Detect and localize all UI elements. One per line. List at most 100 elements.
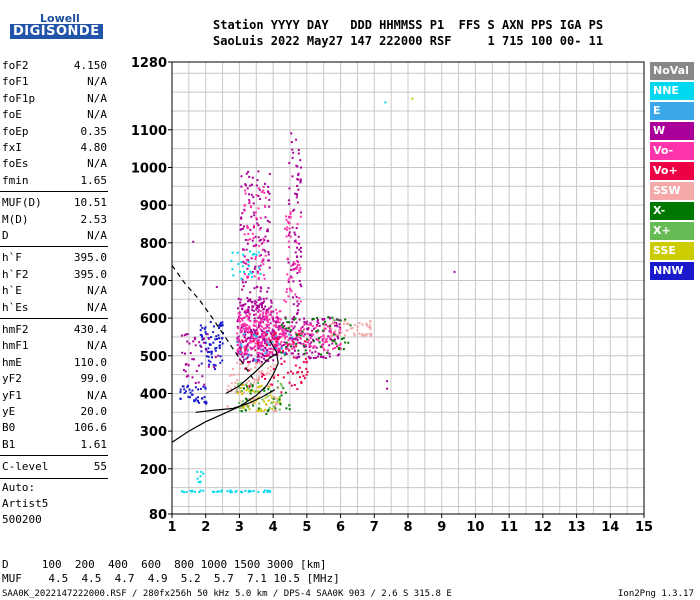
echo-point	[212, 331, 215, 334]
echo-point	[275, 324, 278, 327]
echo-point	[245, 327, 248, 330]
echo-point	[236, 251, 239, 254]
echo-point	[247, 317, 250, 320]
echo-point	[255, 362, 258, 365]
echo-point	[296, 223, 299, 226]
echo-point	[322, 343, 325, 346]
echo-point	[274, 345, 277, 348]
echo-point	[248, 489, 251, 492]
echo-point	[237, 263, 240, 266]
echo-point	[295, 345, 298, 348]
echo-point	[185, 362, 188, 365]
echo-point	[277, 326, 280, 329]
echo-point	[287, 240, 290, 243]
echo-point	[194, 386, 197, 389]
echo-point	[246, 331, 249, 334]
x-tick-label: 15	[635, 520, 653, 535]
echo-point	[289, 216, 292, 219]
echo-point	[264, 305, 267, 308]
echo-point	[265, 349, 268, 352]
echo-point	[268, 307, 271, 310]
echo-point	[264, 408, 267, 411]
echo-point	[267, 311, 270, 314]
echo-point	[236, 332, 239, 335]
echo-point	[320, 353, 323, 356]
echo-point	[210, 352, 213, 355]
echo-point	[277, 328, 280, 331]
echo-point	[257, 324, 260, 327]
echo-point	[201, 326, 204, 329]
echo-point	[260, 349, 263, 352]
echo-point	[303, 333, 306, 336]
param-row: foF1p N/A	[2, 91, 107, 107]
echo-point	[273, 374, 276, 377]
echo-point	[320, 345, 323, 348]
echo-point	[285, 347, 288, 350]
x-tick-label: 14	[601, 520, 619, 535]
echo-point	[246, 308, 249, 311]
echo-point	[191, 358, 194, 361]
footer-version: Ion2Png 1.3.17	[618, 589, 694, 599]
echo-point	[266, 410, 269, 413]
echo-point	[191, 376, 194, 379]
echo-point	[276, 400, 279, 403]
echo-point	[277, 335, 280, 338]
echo-point	[238, 338, 241, 341]
echo-point	[236, 388, 239, 391]
echo-point	[299, 246, 302, 249]
echo-point	[284, 391, 287, 394]
echo-point	[258, 266, 261, 269]
echo-point	[293, 240, 296, 243]
echo-point	[272, 409, 275, 412]
echo-point	[240, 386, 243, 389]
echo-point	[204, 386, 207, 389]
echo-point	[277, 318, 280, 321]
echo-point	[245, 346, 248, 349]
echo-point	[268, 205, 271, 208]
echo-point	[265, 315, 268, 318]
echo-point	[292, 341, 295, 344]
echo-point	[278, 401, 281, 404]
echo-point	[268, 192, 271, 195]
echo-point	[273, 395, 276, 398]
echo-point	[275, 348, 278, 351]
echo-point	[271, 341, 274, 344]
echo-point	[199, 489, 202, 492]
param-row: foF1 N/A	[2, 74, 107, 90]
echo-point	[257, 386, 260, 389]
echo-point	[257, 265, 260, 268]
echo-point	[236, 379, 239, 382]
echo-point	[243, 261, 246, 264]
echo-point	[238, 386, 241, 389]
echo-point	[287, 199, 290, 202]
echo-point	[262, 345, 265, 348]
echo-point	[249, 270, 252, 273]
echo-point	[295, 138, 298, 141]
echo-point	[241, 288, 244, 291]
echo-point	[283, 352, 286, 355]
echo-point	[241, 340, 244, 343]
param-value: 10.51	[73, 196, 107, 210]
param-value: N/A	[87, 75, 107, 89]
auto-label: Auto:	[2, 481, 36, 494]
echo-point	[309, 323, 312, 326]
echo-point	[258, 245, 261, 248]
y-tick-label: 800	[140, 237, 167, 252]
echo-point	[269, 347, 272, 350]
echo-point	[299, 250, 302, 253]
echo-point	[290, 384, 293, 387]
echo-point	[369, 334, 372, 337]
x-tick-label: 2	[201, 520, 210, 535]
header-line-1: Station YYYY DAY DDD HHMMSS P1 FFS S AXN…	[213, 18, 604, 32]
echo-point	[259, 197, 262, 200]
echo-point	[242, 323, 245, 326]
echo-point	[299, 337, 302, 340]
echo-point	[252, 359, 255, 362]
echo-point	[322, 347, 325, 350]
echo-point	[259, 254, 262, 257]
echo-point	[198, 341, 201, 344]
echo-point	[258, 409, 261, 412]
echo-point	[273, 333, 276, 336]
echo-point	[241, 304, 244, 307]
echo-point	[347, 322, 350, 325]
